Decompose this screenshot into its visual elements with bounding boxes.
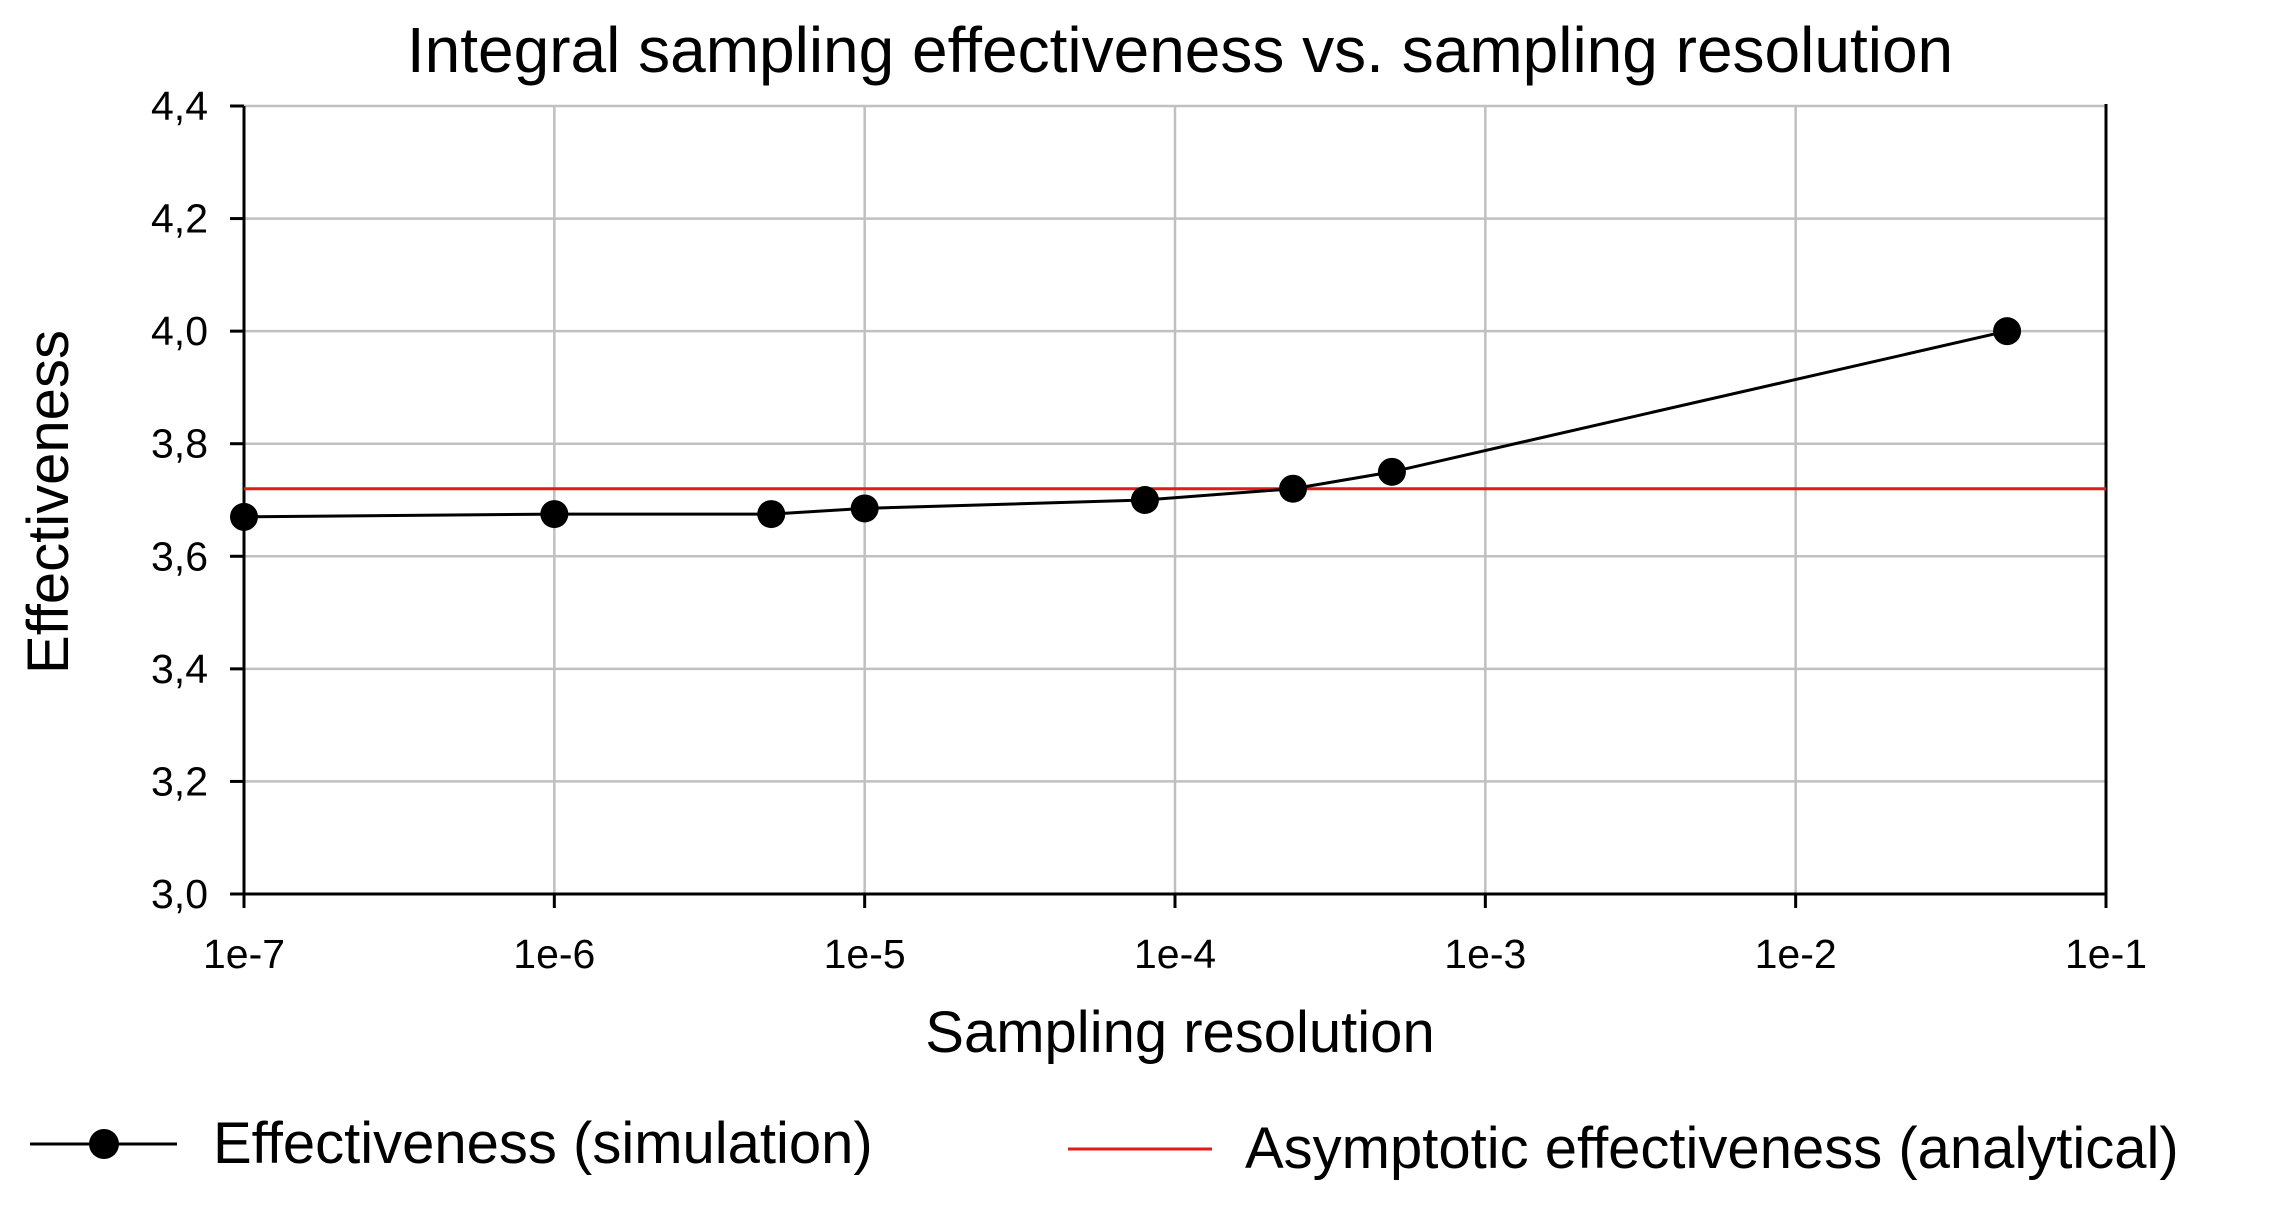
data-point-simulation bbox=[540, 500, 569, 529]
legend-label-simulation: Effectiveness (simulation) bbox=[213, 1111, 873, 1176]
y-tick-label: 3,4 bbox=[151, 646, 208, 692]
legend: Effectiveness (simulation) Asymptotic ef… bbox=[30, 1111, 2179, 1181]
y-axis-title: Effectiveness bbox=[16, 330, 81, 674]
y-tick-label: 4,0 bbox=[151, 308, 208, 354]
legend-swatch-simulation-marker bbox=[89, 1129, 119, 1159]
legend-item-analytical: Asymptotic effectiveness (analytical) bbox=[1068, 1116, 2179, 1181]
y-tick-label: 3,2 bbox=[151, 758, 208, 804]
x-tick-label: 1e-1 bbox=[2065, 931, 2147, 977]
y-axis-ticks: 3,0 3,2 3,4 3,6 3,8 4,0 4,2 4,4 bbox=[151, 83, 244, 917]
x-axis-ticks: 1e-7 1e-6 1e-5 1e-4 1e-3 1e-2 1e-1 bbox=[203, 894, 2147, 977]
x-axis-title: Sampling resolution bbox=[925, 1000, 1434, 1065]
y-tick-label: 4,4 bbox=[151, 83, 208, 129]
y-tick-label: 3,0 bbox=[151, 871, 208, 917]
legend-label-analytical: Asymptotic effectiveness (analytical) bbox=[1245, 1116, 2179, 1181]
data-point-simulation bbox=[1377, 457, 1406, 486]
y-tick-label: 3,6 bbox=[151, 533, 208, 579]
chart-title: Integral sampling effectiveness vs. samp… bbox=[407, 14, 1953, 86]
gridlines bbox=[244, 104, 2108, 894]
x-tick-label: 1e-6 bbox=[513, 931, 595, 977]
y-tick-label: 4,2 bbox=[151, 196, 208, 242]
data-point-simulation bbox=[850, 494, 879, 523]
x-tick-label: 1e-5 bbox=[824, 931, 906, 977]
data-point-simulation bbox=[1130, 486, 1159, 514]
data-point-simulation bbox=[1993, 317, 2022, 346]
data-point-simulation bbox=[1278, 474, 1307, 503]
x-tick-label: 1e-4 bbox=[1134, 931, 1216, 977]
x-tick-label: 1e-2 bbox=[1755, 931, 1837, 977]
x-tick-label: 1e-3 bbox=[1444, 931, 1526, 977]
y-tick-label: 3,8 bbox=[151, 421, 208, 467]
data-point-simulation bbox=[230, 502, 258, 531]
series-line-simulation bbox=[243, 329, 2008, 519]
data-point-simulation bbox=[757, 500, 786, 529]
legend-item-simulation: Effectiveness (simulation) bbox=[30, 1111, 873, 1176]
x-tick-label: 1e-7 bbox=[203, 931, 285, 977]
series-layer bbox=[230, 317, 2106, 531]
